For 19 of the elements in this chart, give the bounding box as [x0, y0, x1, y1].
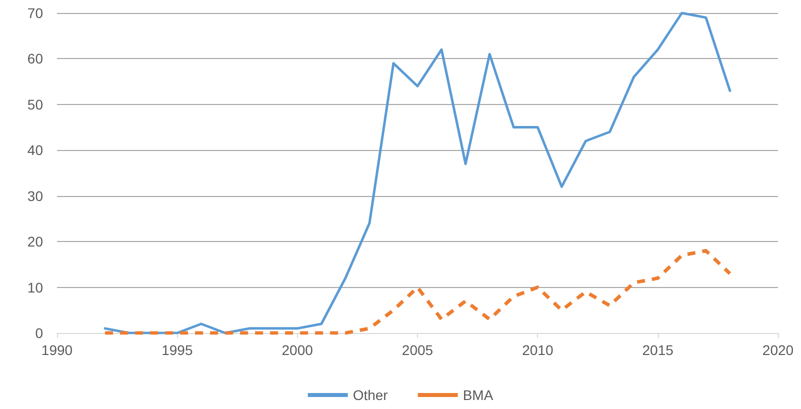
x-tick-label: 1990 — [41, 342, 73, 358]
x-tick-label: 2015 — [642, 342, 674, 358]
y-tick-label: 50 — [27, 96, 44, 112]
line-series — [104, 12, 732, 334]
line-series — [103, 248, 732, 335]
y-tick-label: 0 — [35, 325, 44, 341]
legend-label: Other — [352, 387, 388, 403]
y-tick-label: 60 — [27, 50, 44, 67]
legend-label: BMA — [462, 387, 494, 403]
y-tick-label: 70 — [27, 5, 44, 21]
y-tick-label: 10 — [27, 279, 44, 296]
y-tick-label: 30 — [27, 188, 44, 204]
x-tick-label: 1995 — [162, 342, 193, 358]
x-tick-label: 2000 — [282, 342, 314, 358]
y-tick-label: 20 — [27, 234, 44, 250]
x-tick-label: 2020 — [762, 342, 794, 358]
x-tick-label: 2005 — [402, 342, 434, 358]
y-tick-label: 40 — [27, 142, 44, 158]
x-tick-label: 2010 — [522, 342, 554, 358]
